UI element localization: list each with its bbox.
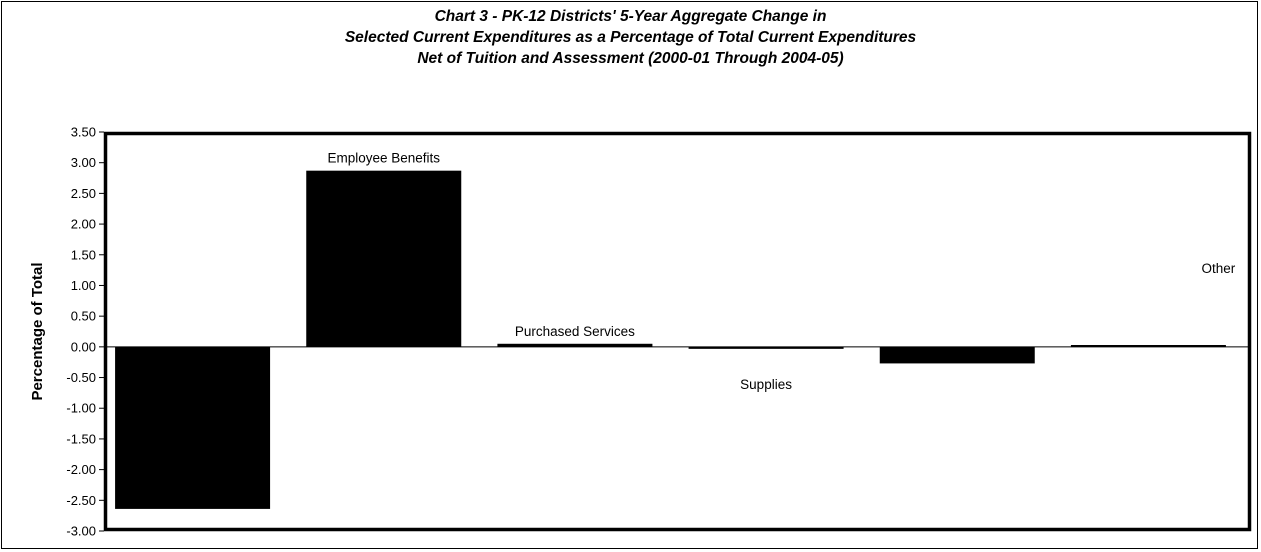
bar-label-2: Employee Benefits [327,151,440,166]
y-tick-label: 1.50 [71,247,96,262]
plot-area [103,131,1252,532]
y-tick-label: -1.50 [66,431,96,446]
bar-4 [688,346,844,349]
bar-5 [879,346,1035,364]
y-axis: 3.50 3.00 2.50 2.00 1.50 1.00 0.50 0.00 -0.50 -1.… [66,125,104,539]
y-tick-label: 3.00 [71,155,96,170]
y-tick-label: -2.50 [66,493,96,508]
y-tick-label: 2.00 [71,217,96,232]
bar-label-4: Supplies [740,377,792,392]
y-tick-label: -1.00 [66,401,96,416]
y-tick-label: -2.00 [66,462,96,477]
bars [115,170,1226,509]
y-tick-label: 0.00 [71,339,96,354]
bar-6 [1070,345,1226,348]
y-tick-label: 2.50 [71,186,96,201]
y-axis-label: Percentage of Total [29,262,46,400]
bar-3 [497,343,653,347]
y-tick-label: -0.50 [66,370,96,385]
y-tick-label: 0.50 [71,309,96,324]
bar-label-3: Purchased Services [515,324,635,339]
y-tick-label: 3.50 [71,125,96,140]
plot-border [103,131,1252,532]
chart-title-line-1: Chart 3 - PK-12 Districts' 5-Year Aggreg… [434,8,827,25]
y-tick-label: -3.00 [66,524,96,539]
bar-1 [115,346,271,509]
chart-title-line-3: Net of Tuition and Assessment (2000-01 T… [417,50,844,67]
bar-labels: Employee Benefits Purchased Services Suppl… [327,151,1235,392]
chart-title: Chart 3 - PK-12 Districts' 5-Year Aggreg… [0,6,1261,69]
chart-title-line-2: Selected Current Expenditures as a Perce… [344,29,917,46]
y-tick-label: 1.00 [71,278,96,293]
bar-2 [306,170,462,347]
bar-label-6: Other [1202,261,1236,276]
